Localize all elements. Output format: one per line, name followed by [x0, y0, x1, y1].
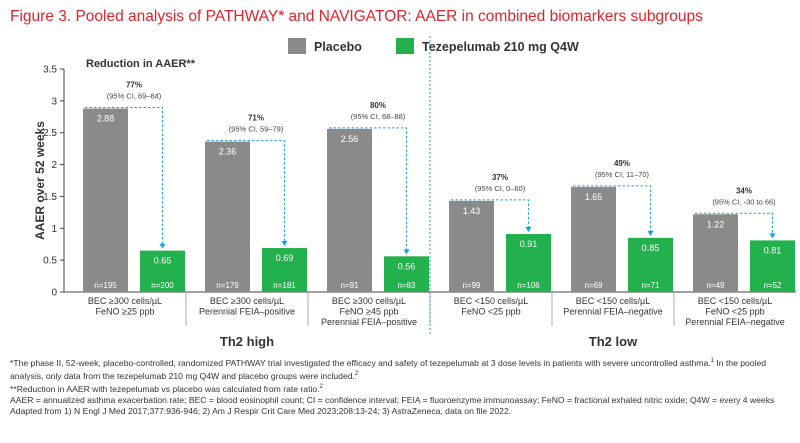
- reduction-percent: 34%: [736, 186, 752, 195]
- n-label-tezepelumab: n=106: [517, 281, 540, 290]
- bar-tezepelumab: [140, 250, 185, 292]
- x-category-label: FeNO ≥45 ppb: [340, 307, 399, 317]
- data-label-placebo: 1.22: [707, 219, 725, 229]
- reduction-ci: (95% CI, -30 to 66): [712, 197, 776, 206]
- reduction-percent: 71%: [248, 114, 264, 123]
- data-label-placebo: 1.43: [463, 206, 481, 216]
- reduction-ci: (95% CI, 59–79): [229, 125, 284, 134]
- x-category-label: BEC ≥300 cells/µL: [210, 296, 284, 306]
- data-label-tezepelumab: 0.81: [764, 245, 782, 255]
- reduction-percent: 77%: [126, 81, 142, 90]
- legend-label-placebo: Placebo: [314, 40, 362, 54]
- reduction-connector: [329, 127, 407, 251]
- data-label-placebo: 1.65: [585, 192, 603, 202]
- reduction-percent: 49%: [614, 159, 630, 168]
- bar-placebo: [693, 214, 738, 292]
- reduction-arrowhead: [403, 249, 410, 255]
- reduction-ci: (95% CI, 69–84): [107, 92, 162, 101]
- data-label-tezepelumab: 0.85: [642, 243, 660, 253]
- reduction-percent: 37%: [492, 173, 508, 182]
- y-tick-label: 3.5: [43, 65, 57, 76]
- bar-tezepelumab: [506, 234, 551, 292]
- footnote-sources: Adapted from 1) N Engl J Med 2017;377:93…: [10, 405, 512, 416]
- reduction-connector: [85, 107, 163, 245]
- x-category-label: FeNO ≥25 ppb: [96, 307, 155, 317]
- x-category-label: Perennial FEIA–negative: [685, 317, 785, 327]
- n-label-placebo: n=99: [462, 281, 481, 290]
- footnote-abbreviations: AAER = annualized asthma exacerbation ra…: [10, 394, 775, 405]
- footnotes: *The phase II, 52-week, placebo-controll…: [10, 356, 790, 417]
- reduction-arrowhead: [525, 227, 532, 233]
- n-label-tezepelumab: n=200: [151, 281, 174, 290]
- y-tick-label: 2.5: [43, 128, 57, 139]
- n-label-placebo: n=91: [340, 281, 359, 290]
- group-label-th2-low: Th2 low: [589, 334, 638, 349]
- x-category-label: Perennial FEIA–negative: [563, 307, 663, 317]
- legend-label-tezepelumab: Tezepelumab 210 mg Q4W: [422, 40, 579, 54]
- reduction-connector: [573, 185, 651, 232]
- bar-placebo: [83, 108, 128, 292]
- aaer-bar-chart: 0 0.5 1 1.5 2 2.5 3 3.5 AAER over 52 weeks Placeb…: [33, 36, 796, 349]
- data-label-tezepelumab: 0.91: [520, 239, 538, 249]
- data-label-tezepelumab: 0.56: [398, 261, 416, 271]
- reduction-arrowhead: [281, 241, 288, 247]
- x-category-label: BEC ≥300 cells/µL: [332, 296, 406, 306]
- reduction-ci: (95% CI, 0–60): [475, 184, 526, 193]
- reduction-ci: (95% CI, 68–88): [351, 112, 406, 121]
- footnote-pathway: *The phase II, 52-week, placebo-controll…: [10, 357, 767, 381]
- y-tick-label: 2: [51, 160, 57, 171]
- figure-title: Figure 3. Pooled analysis of PATHWAY* an…: [10, 8, 703, 25]
- data-label-placebo: 2.56: [341, 134, 359, 144]
- y-tick-label: 1.5: [43, 192, 57, 203]
- bar-tezepelumab: [750, 240, 795, 292]
- reduction-connector: [451, 199, 529, 229]
- y-tick-label: 0: [51, 288, 57, 299]
- x-category-label: BEC <150 cells/µL: [454, 296, 528, 306]
- y-axis-label: AAER over 52 weeks: [33, 121, 47, 240]
- reduction-connector: [207, 140, 285, 243]
- reduction-arrowhead: [769, 233, 776, 239]
- bar-placebo: [327, 128, 372, 292]
- legend-swatch-tezepelumab: [396, 38, 414, 54]
- y-tick-label: 1: [51, 224, 57, 235]
- n-label-tezepelumab: n=52: [763, 281, 782, 290]
- reduction-connector: [695, 212, 773, 235]
- x-category-label: Perennial FEIA–positive: [321, 317, 417, 327]
- data-label-tezepelumab: 0.69: [276, 253, 294, 263]
- n-label-placebo: n=195: [94, 281, 117, 290]
- bar-tezepelumab: [628, 237, 673, 292]
- group-label-th2-high: Th2 high: [220, 334, 274, 349]
- n-label-placebo: n=179: [216, 281, 239, 290]
- footnote-reduction: **Reduction in AAER with tezepelumab vs …: [10, 383, 323, 394]
- x-category-label: FeNO <25 ppb: [461, 307, 520, 317]
- x-category-label: Perennial FEIA–positive: [199, 307, 295, 317]
- bar-placebo: [449, 200, 494, 292]
- reduction-percent: 80%: [370, 101, 386, 110]
- bar-placebo: [571, 186, 616, 292]
- n-label-placebo: n=49: [706, 281, 725, 290]
- n-label-placebo: n=69: [584, 281, 603, 290]
- legend-swatch-placebo: [288, 38, 306, 54]
- x-category-label: FeNO <25 ppb: [705, 307, 764, 317]
- data-label-placebo: 2.36: [219, 147, 237, 157]
- bar-tezepelumab: [262, 248, 307, 292]
- reduction-arrowhead: [159, 243, 166, 249]
- n-label-tezepelumab: n=71: [641, 281, 660, 290]
- y-tick-label: 0.5: [43, 256, 57, 267]
- reduction-arrowhead: [647, 230, 654, 236]
- x-category-label: BEC ≥300 cells/µL: [88, 296, 162, 306]
- data-label-tezepelumab: 0.65: [154, 256, 172, 266]
- bar-placebo: [205, 141, 250, 292]
- bar-tezepelumab: [384, 256, 429, 292]
- reduction-ci: (95% CI, 11–70): [595, 170, 650, 179]
- data-label-placebo: 2.88: [97, 114, 115, 124]
- x-category-label: BEC <150 cells/µL: [698, 296, 772, 306]
- x-category-label: BEC <150 cells/µL: [576, 296, 650, 306]
- n-label-tezepelumab: n=83: [397, 281, 416, 290]
- y-tick-label: 3: [51, 96, 57, 107]
- reduction-heading: Reduction in AAER**: [86, 58, 196, 70]
- n-label-tezepelumab: n=181: [273, 281, 296, 290]
